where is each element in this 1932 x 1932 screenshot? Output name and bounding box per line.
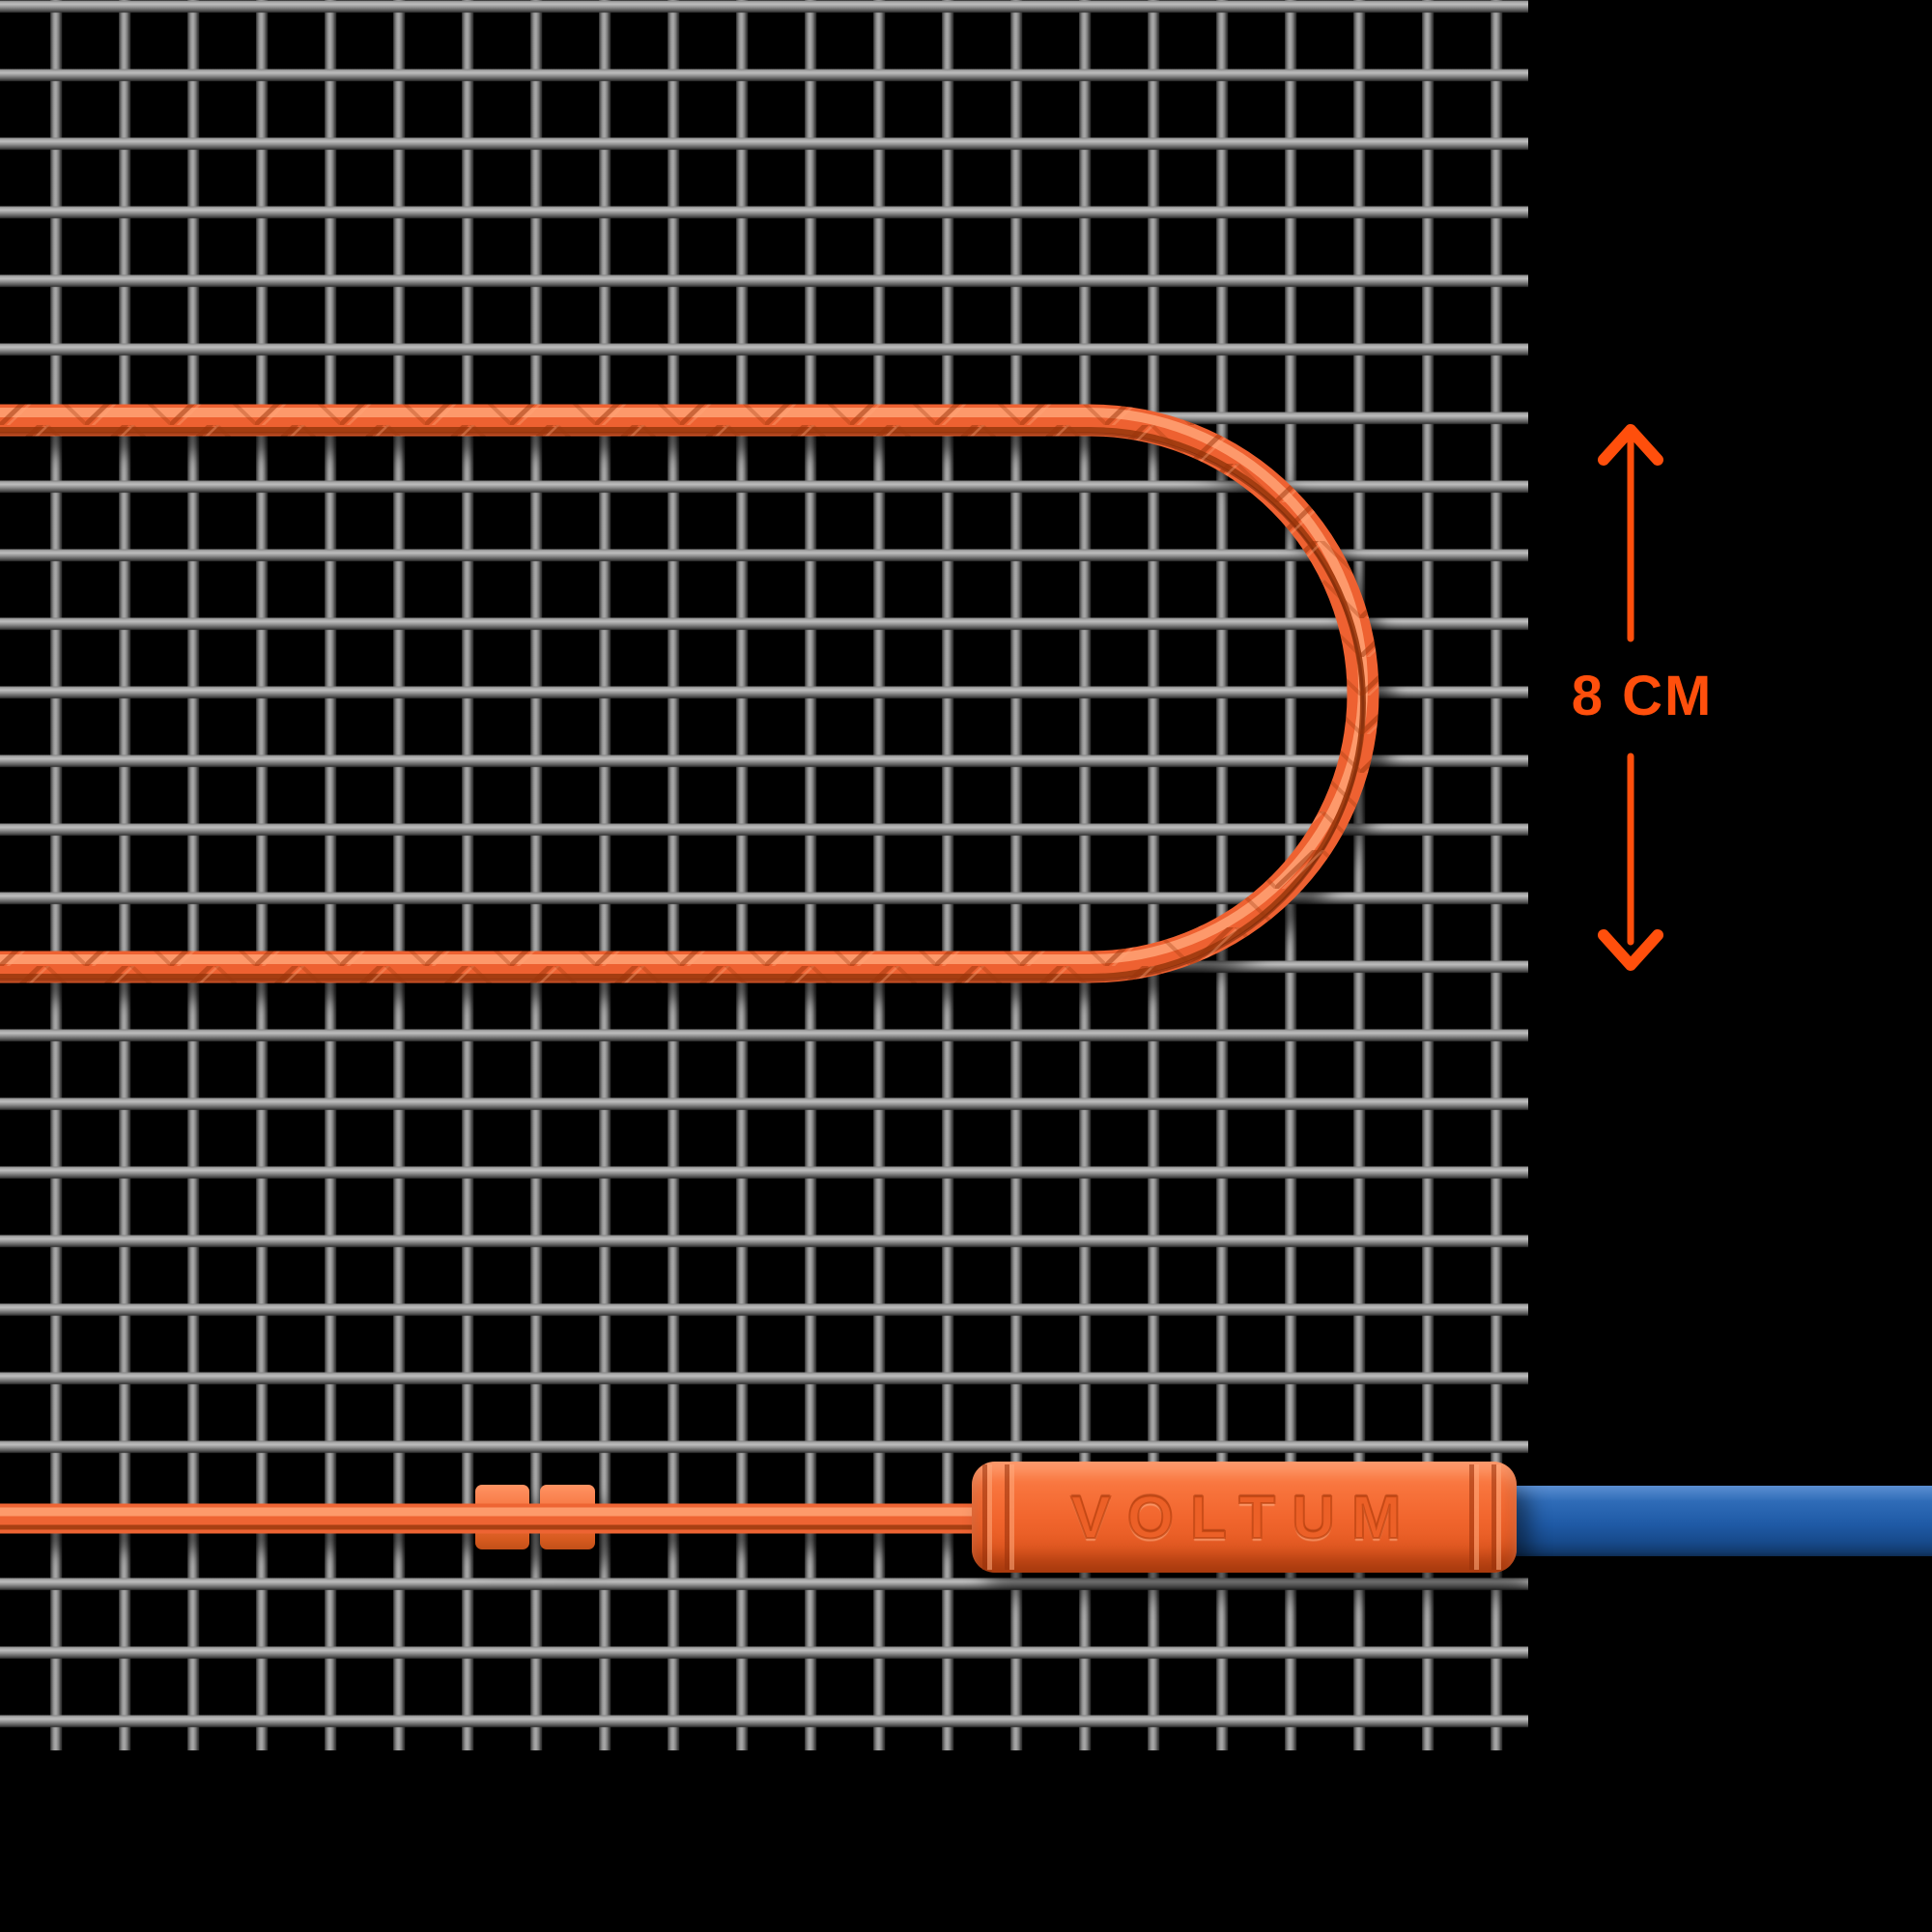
arrow-down-icon: [1598, 929, 1663, 971]
mesh-horizontal-bars: [0, 0, 1528, 1729]
dimension-annotation: [1598, 424, 1663, 971]
brand-logo-text: VOLTUM: [1069, 1484, 1418, 1552]
cold-lead-cable: [0, 1512, 980, 1527]
wire-mesh: [0, 0, 1528, 1750]
dimension-label: 8 CM: [1571, 665, 1714, 727]
connector-ribs-left: [980, 1464, 1024, 1570]
heating-cable-loop: [0, 412, 1363, 980]
power-lead-cable: [1513, 1486, 1932, 1556]
cable-connector: VOLTUM: [972, 1462, 1517, 1573]
arrow-up-icon: [1598, 424, 1663, 466]
connector-ribs-right: [1466, 1464, 1511, 1570]
